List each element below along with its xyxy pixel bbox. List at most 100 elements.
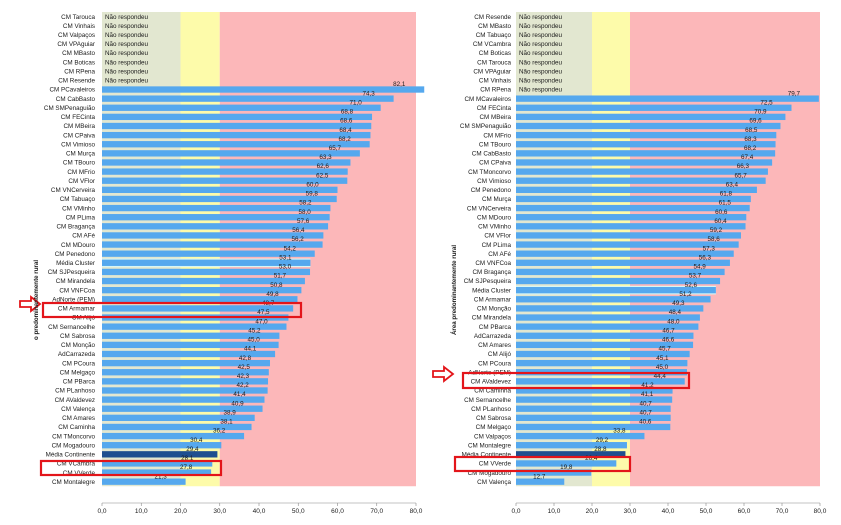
chart2-category-label: CM Vimioso xyxy=(477,178,511,185)
chart1-value-label: 21,3 xyxy=(154,473,167,480)
chart1-bar xyxy=(102,369,269,376)
chart1-arrow-right-icon xyxy=(19,295,42,313)
chart1-value-label: 40,9 xyxy=(231,400,244,407)
chart2-bar xyxy=(516,350,690,358)
chart1-bar xyxy=(102,131,371,139)
chart2-value-label: 68,2 xyxy=(744,145,757,152)
chart1-highlight-box-adnorte xyxy=(41,301,303,319)
chart2-value-label: 60,4 xyxy=(714,218,727,225)
chart1-highlight-box-media-continente xyxy=(39,459,223,477)
chart2-bar xyxy=(516,104,792,111)
chart1-bar xyxy=(102,432,245,440)
chart1-value-label: 62,5 xyxy=(316,172,329,179)
chart2-category-label: CM SMPenaguião xyxy=(460,123,512,130)
chart2-tick-label: 50,0 xyxy=(700,508,713,515)
chart1-category-label: Média Continente xyxy=(46,452,96,459)
chart1-value-label: 59,8 xyxy=(306,191,319,198)
chart2-bar xyxy=(516,241,739,248)
chart2-bar xyxy=(516,204,750,212)
chart1-value-label: 82,1 xyxy=(393,81,406,88)
chart1-category-label: CM VVerde xyxy=(63,470,96,477)
chart2-value-label: 48,4 xyxy=(669,309,682,316)
chart2-bar xyxy=(516,186,757,193)
chart2-value-label: 26,4 xyxy=(585,455,598,462)
chart1-value-label: 68,4 xyxy=(339,127,352,134)
chart1-bar xyxy=(102,195,337,203)
chart2-bar xyxy=(516,259,730,266)
chart2-tick-label: 0,0 xyxy=(511,508,520,515)
chart1-category-label: CM CPaiva xyxy=(63,132,95,139)
chart1-category-label: CM Amares xyxy=(62,415,95,422)
chart2-tick-label: 20,0 xyxy=(586,508,599,515)
chart2-category-label: CM MBasto xyxy=(478,23,511,30)
chart1-value-label: 51,7 xyxy=(274,273,287,280)
chart2-value-label: 44,4 xyxy=(654,373,667,380)
chart2-category-label: CM Mogadouro xyxy=(468,470,512,477)
chart1-bar xyxy=(102,350,276,358)
chart1-category-label: CM VNFCoa xyxy=(59,287,95,294)
chart1-value-label: 44,1 xyxy=(244,346,257,353)
chart2-no-response-label: Não respondeu xyxy=(519,68,563,75)
chart2-value-label: 60,6 xyxy=(715,209,728,216)
chart2-value-label: 46,6 xyxy=(662,337,675,344)
chart2-category-label: CM Valpaços xyxy=(474,433,511,440)
chart1-bar xyxy=(102,168,348,175)
chart1-category-label: CM VCambra xyxy=(57,461,96,468)
chart1-category-label: CM Murça xyxy=(66,151,96,158)
chart2-category-label: CM Resende xyxy=(474,14,511,21)
chart2-bar xyxy=(516,214,747,221)
chart1-y-axis-title: o predominantemente rural xyxy=(33,260,40,340)
chart2-tick-label: 80,0 xyxy=(814,508,827,515)
chart1-bar xyxy=(102,387,268,394)
chart2-category-label: CM Sernancelhe xyxy=(464,397,511,404)
chart2-bar xyxy=(516,168,768,175)
chart1-category-label: CM Resende xyxy=(58,78,95,85)
chart2-value-label: 57,3 xyxy=(703,245,716,252)
chart1-value-label: 63,3 xyxy=(319,154,332,161)
chart2-bar xyxy=(516,250,734,257)
chart2-value-label: 28,8 xyxy=(594,446,607,453)
chart2-no-response-label: Não respondeu xyxy=(519,14,563,21)
chart1-category-label: CM AValdevez xyxy=(55,397,95,404)
chart1-bar xyxy=(102,323,287,330)
chart2-bar xyxy=(516,277,721,285)
chart1-category-label: CM PCavaleiros xyxy=(50,87,96,94)
chart2-bar xyxy=(516,442,627,449)
chart2-category-label: CM VCambra xyxy=(473,41,512,48)
chart2-no-response-label: Não respondeu xyxy=(519,50,563,57)
chart1-bar xyxy=(102,460,213,467)
chart2-bar xyxy=(516,95,819,102)
chart1-bar xyxy=(102,442,222,449)
chart1-category-label: CM CabBasto xyxy=(56,96,96,103)
chart2-value-label: 56,3 xyxy=(699,254,712,261)
chart1-value-label: 53,1 xyxy=(279,254,292,261)
chart1-value-label: 50,8 xyxy=(270,282,283,289)
chart1-tick-label: 60,0 xyxy=(331,508,344,515)
chart1-bar xyxy=(102,232,324,239)
chart2-value-label: 59,2 xyxy=(710,227,723,234)
chart2-category-label: CM VNFCoa xyxy=(475,260,511,267)
chart1-category-label: CM Monção xyxy=(61,342,95,349)
chart1-category-label: CM Caminha xyxy=(58,424,95,431)
chart2-category-label: CM Caminha xyxy=(474,388,511,395)
chart2-no-response-label: Não respondeu xyxy=(519,41,563,48)
chart1-bar xyxy=(102,469,212,476)
chart1-bar xyxy=(102,159,351,166)
chart1-value-label: 56,2 xyxy=(291,236,304,243)
chart1-value-label: 30,4 xyxy=(190,437,203,444)
chart2-value-label: 69,6 xyxy=(749,118,762,125)
chart2-value-label: 61,8 xyxy=(720,191,733,198)
chart1-value-label: 65,7 xyxy=(329,145,342,152)
chart1-category-label: CM MFrio xyxy=(67,169,95,176)
chart2-category-label: CM Vinhais xyxy=(479,78,511,85)
chart2-bar xyxy=(516,314,700,321)
chart2-category-label: CM MDouro xyxy=(477,214,511,221)
chart2-value-label: 40,7 xyxy=(640,400,653,407)
chart1-no-response-label: Não respondeu xyxy=(105,32,149,39)
chart1-category-label: CM MBeira xyxy=(64,123,96,130)
chart2-highlight-box-media-continente xyxy=(453,455,632,473)
chart2-category-label: CM TBouro xyxy=(479,141,512,148)
chart1-bar xyxy=(102,296,298,303)
chart1-value-label: 68,6 xyxy=(340,118,353,125)
